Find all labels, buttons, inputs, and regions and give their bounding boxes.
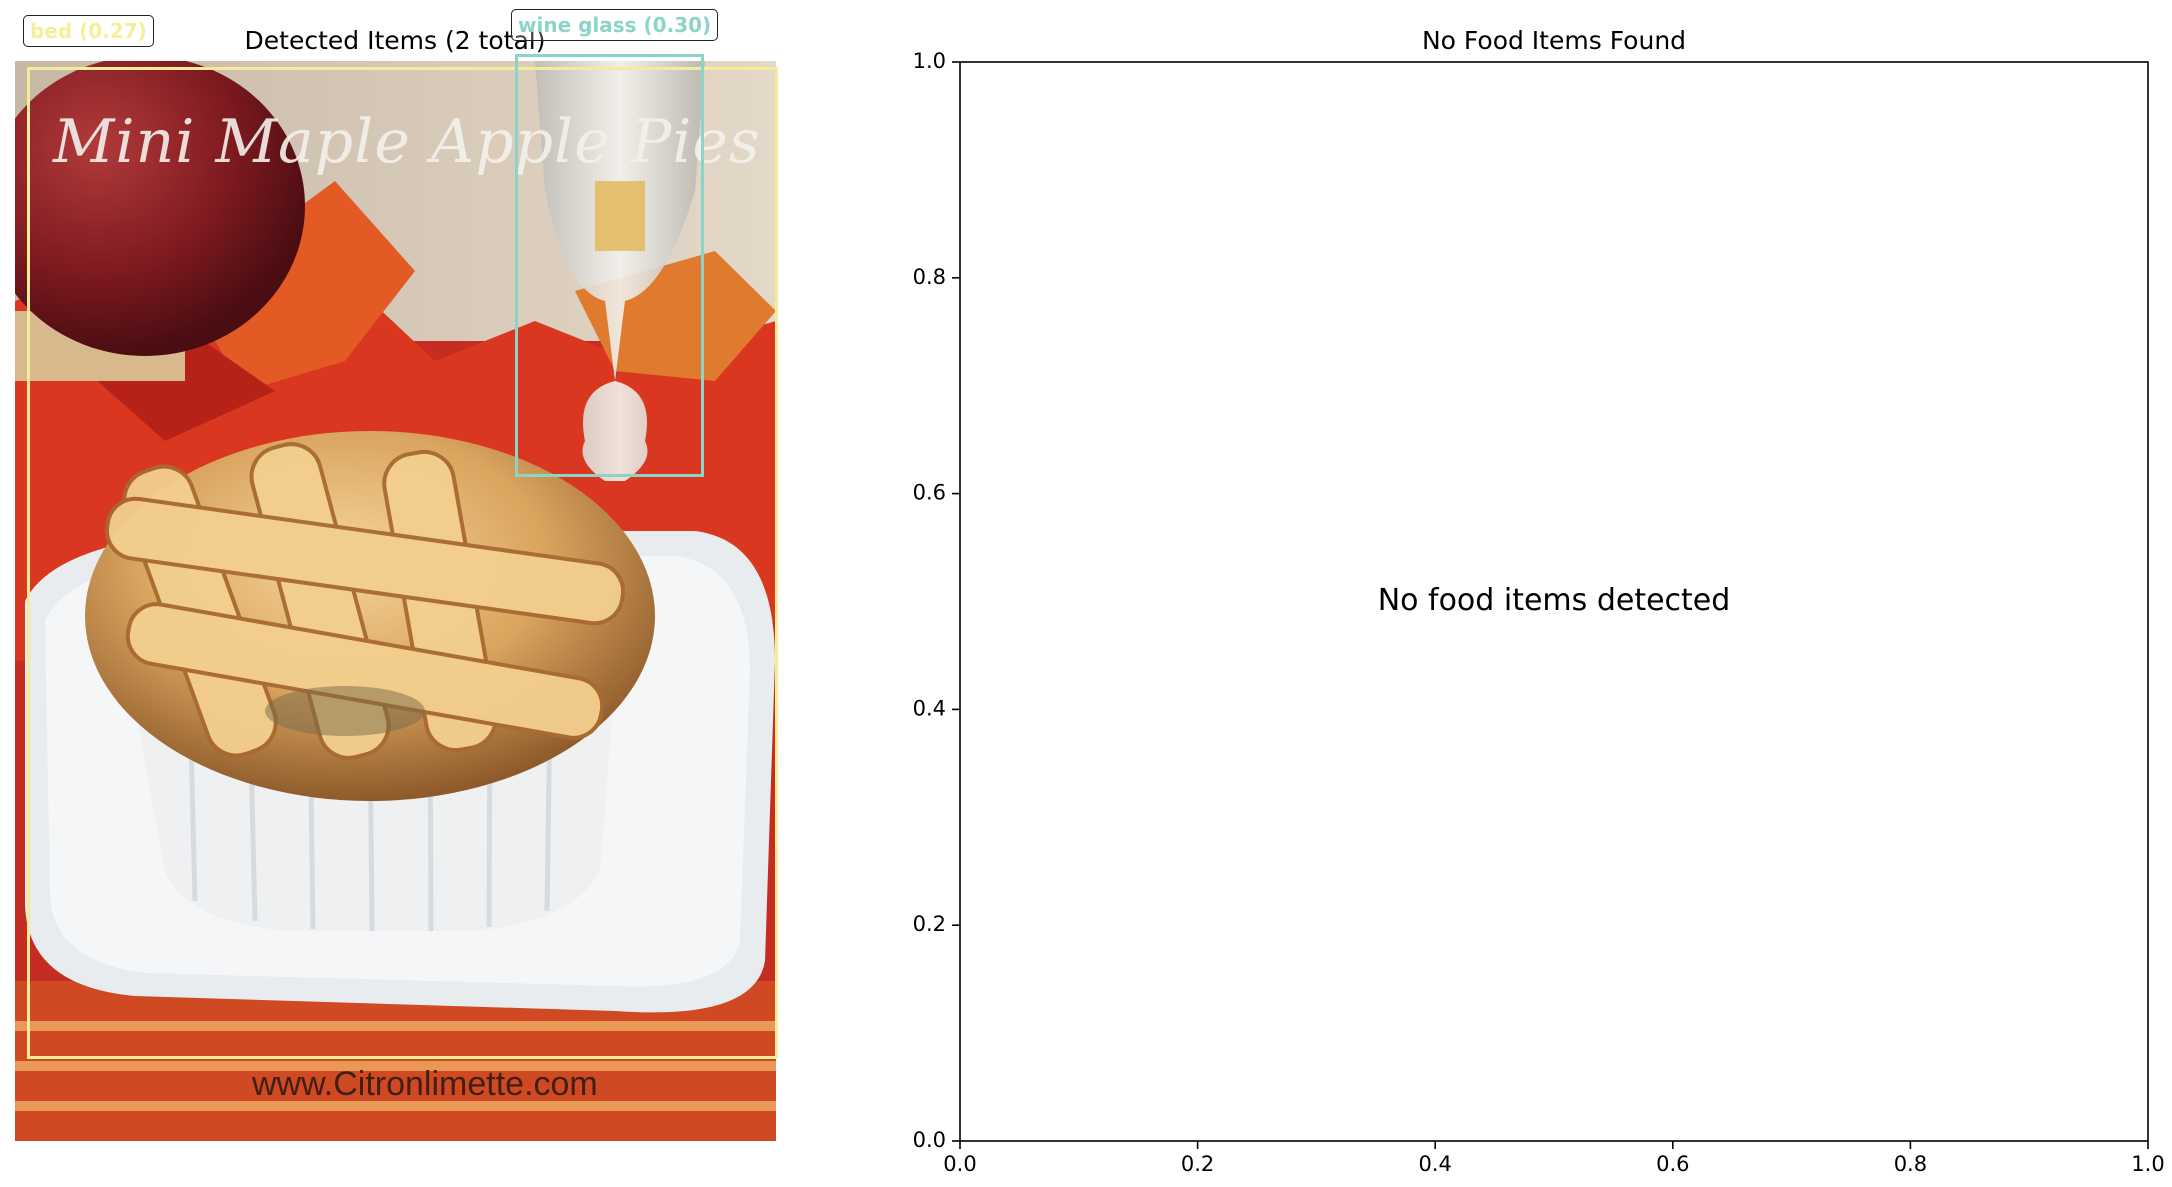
bed-bounding-box [27, 67, 778, 1059]
food-photo: Mini Maple Apple Pies www.Citronlimette.… [15, 61, 776, 1141]
x-tick-label: 0.4 [1418, 1152, 1451, 1176]
y-tick-label: 0.2 [913, 912, 946, 936]
y-tick-label: 0.4 [913, 696, 946, 720]
x-tick-label: 0.0 [943, 1152, 976, 1176]
y-tick-label: 0.6 [913, 481, 946, 505]
y-tick-label: 0.0 [913, 1128, 946, 1152]
photo-overlay-title: Mini Maple Apple Pies [53, 107, 761, 177]
photo-watermark: www.Citronlimette.com [252, 1065, 598, 1103]
wine-glass-bounding-box [515, 54, 704, 477]
y-tick-label: 0.8 [913, 265, 946, 289]
plot-area-frame [959, 61, 2149, 1142]
x-tick-label: 0.8 [1894, 1152, 1927, 1176]
x-tick-label: 1.0 [2131, 1152, 2164, 1176]
right-panel-title: No Food Items Found [1421, 26, 1687, 55]
bed-detection-label: bed (0.27) [23, 15, 154, 47]
y-axis-ticks: 0.0 0.2 0.4 0.6 0.8 1.0 [913, 49, 960, 1152]
y-tick-label: 1.0 [913, 49, 946, 73]
left-panel-title: Detected Items (2 total) [244, 26, 546, 55]
x-tick-label: 0.2 [1181, 1152, 1214, 1176]
x-tick-label: 0.6 [1656, 1152, 1689, 1176]
wine-glass-detection-label: wine glass (0.30) [511, 9, 719, 41]
no-food-message: No food items detected [1378, 583, 1731, 618]
x-axis-ticks: 0.0 0.2 0.4 0.6 0.8 1.0 [943, 1141, 2165, 1176]
